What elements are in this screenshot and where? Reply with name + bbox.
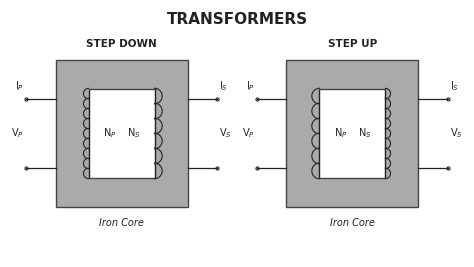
Text: Iron Core: Iron Core bbox=[330, 218, 375, 228]
Text: Iron Core: Iron Core bbox=[99, 218, 144, 228]
Text: I$_S$: I$_S$ bbox=[219, 79, 228, 93]
Text: N$_P$: N$_P$ bbox=[103, 127, 117, 140]
Text: STEP DOWN: STEP DOWN bbox=[86, 39, 157, 49]
Text: I$_S$: I$_S$ bbox=[450, 79, 459, 93]
Text: V$_S$: V$_S$ bbox=[219, 127, 232, 140]
Text: N$_S$: N$_S$ bbox=[357, 127, 371, 140]
Text: V$_P$: V$_P$ bbox=[11, 127, 24, 140]
Text: I$_P$: I$_P$ bbox=[246, 79, 255, 93]
Text: N$_S$: N$_S$ bbox=[127, 127, 140, 140]
Text: TRANSFORMERS: TRANSFORMERS bbox=[166, 12, 308, 27]
Text: I$_P$: I$_P$ bbox=[15, 79, 24, 93]
Bar bbox=[319, 89, 385, 178]
Bar bbox=[286, 60, 419, 207]
Text: V$_P$: V$_P$ bbox=[242, 127, 255, 140]
Text: N$_P$: N$_P$ bbox=[334, 127, 347, 140]
Bar bbox=[89, 89, 155, 178]
Text: STEP UP: STEP UP bbox=[328, 39, 377, 49]
Text: V$_S$: V$_S$ bbox=[450, 127, 463, 140]
Bar bbox=[55, 60, 188, 207]
